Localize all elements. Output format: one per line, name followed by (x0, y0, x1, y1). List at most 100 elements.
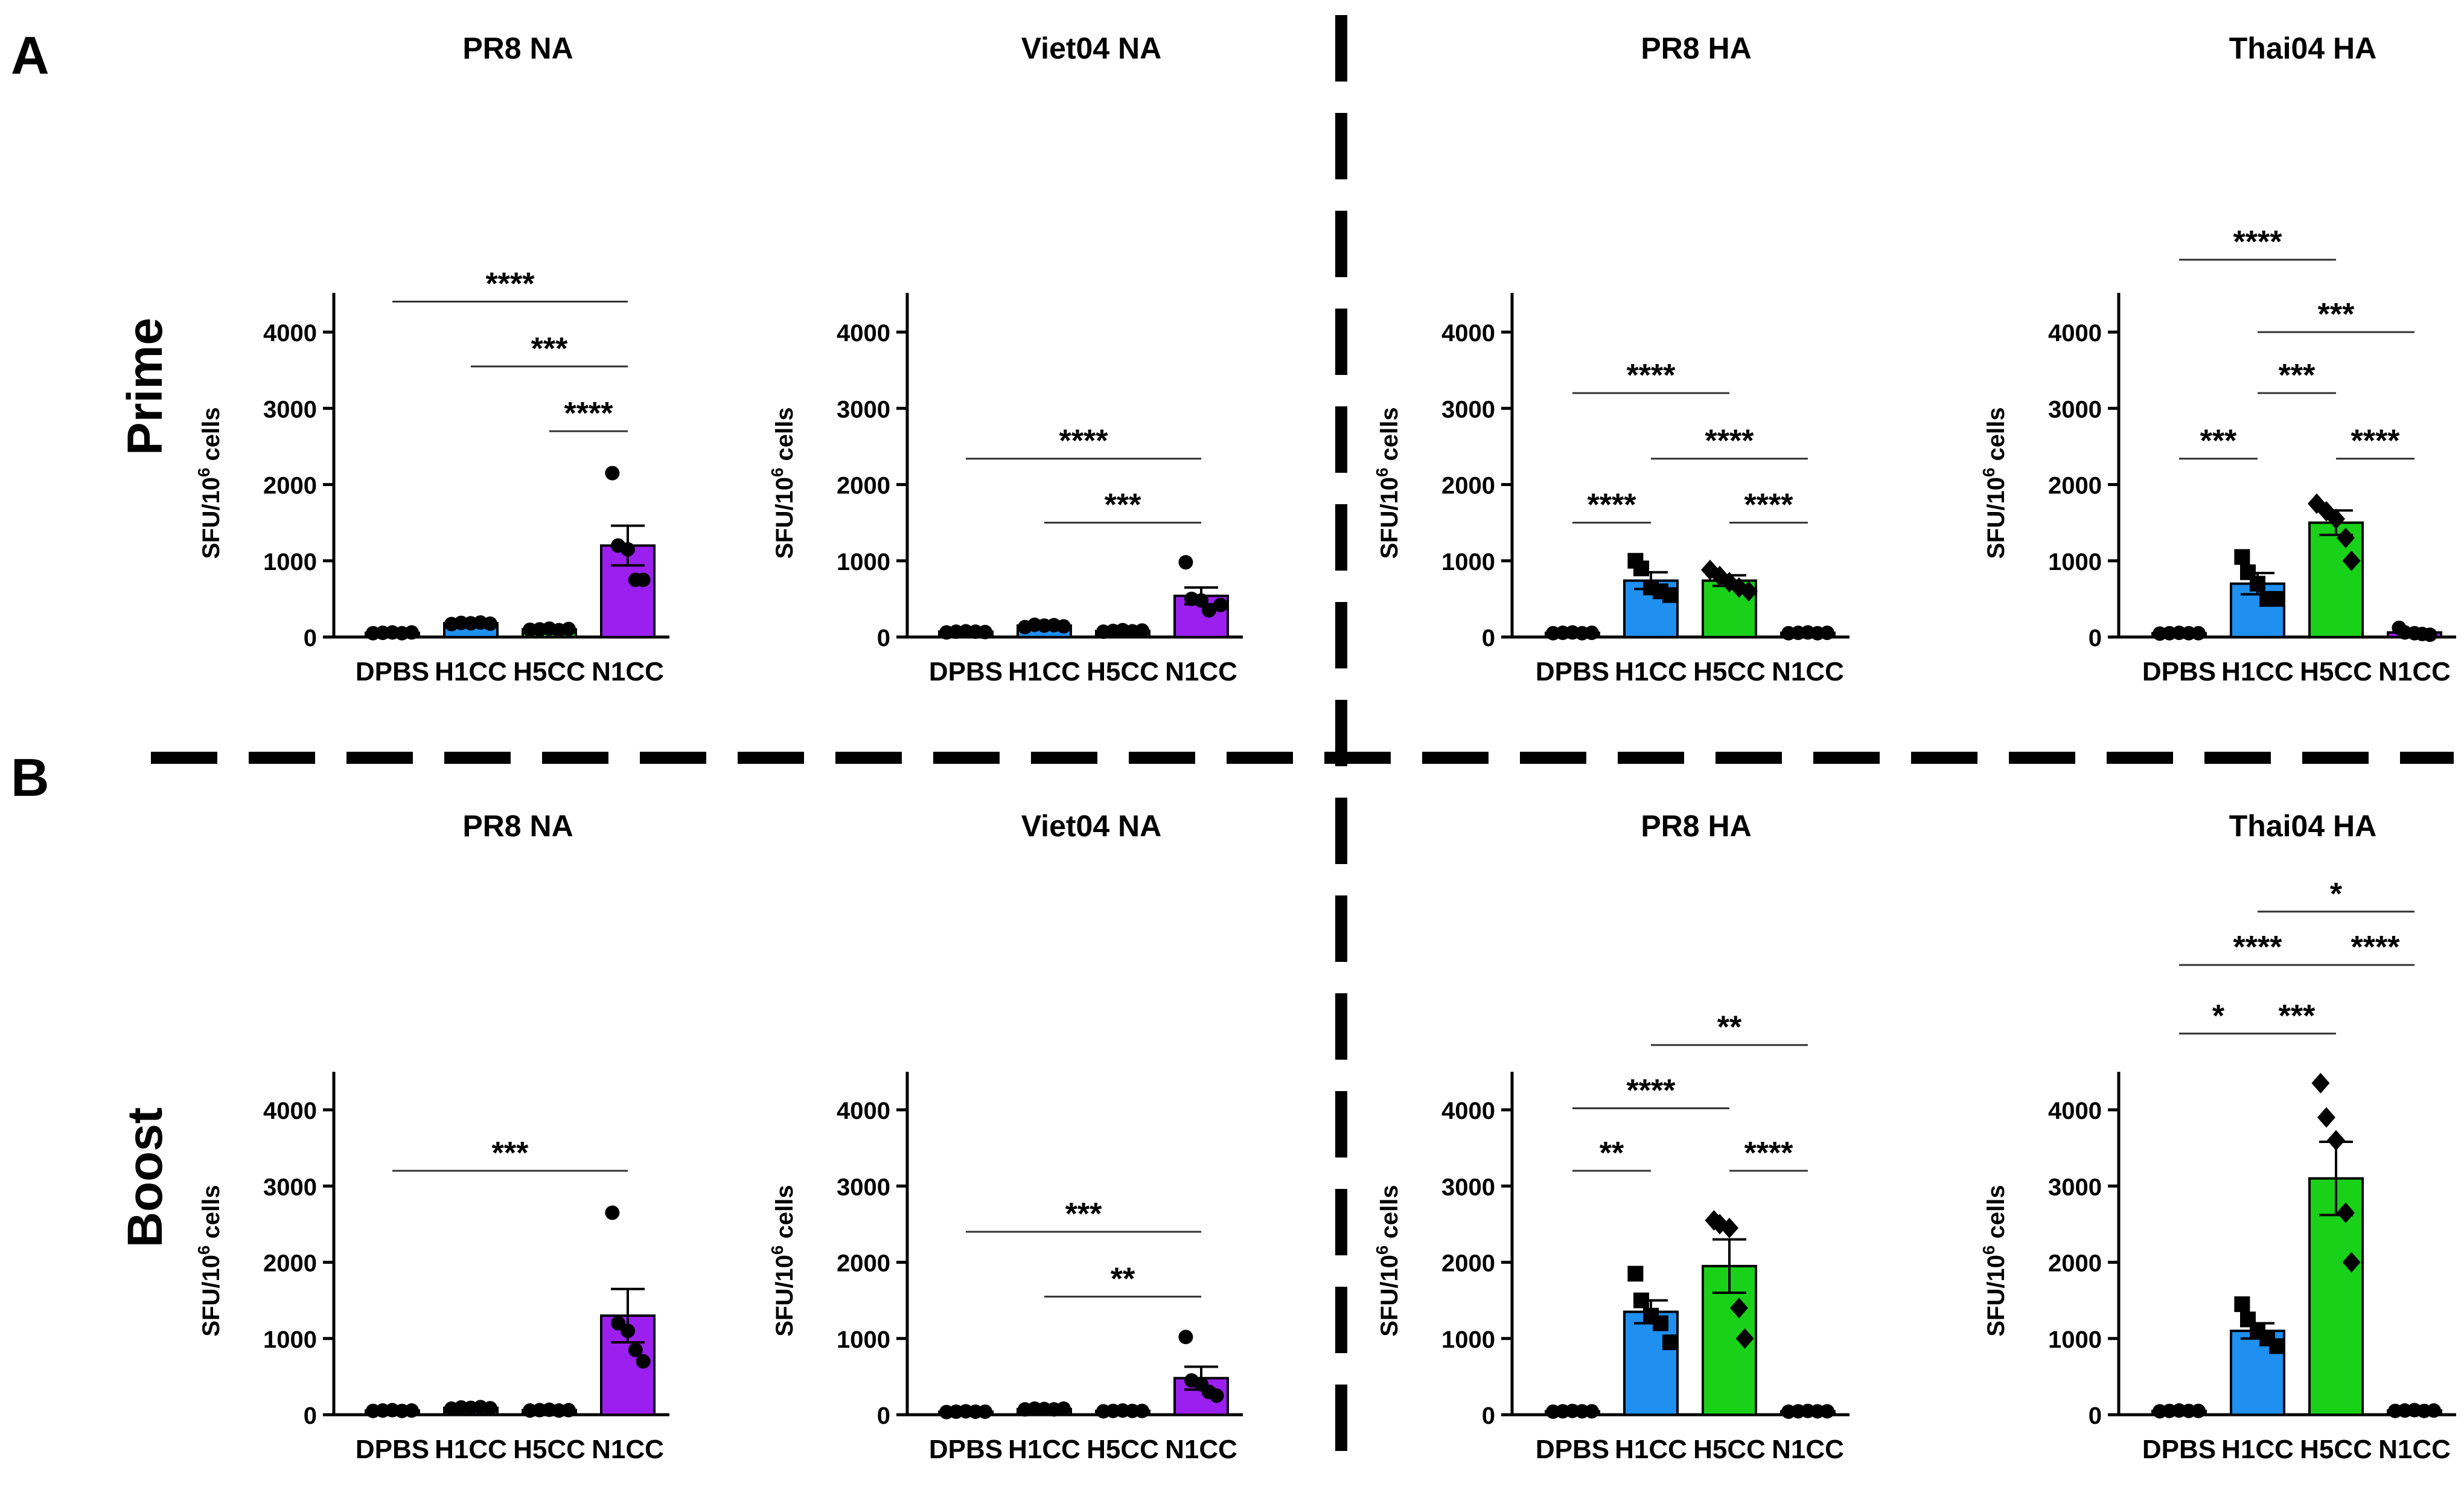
y-tick-label: 4000 (2048, 320, 2102, 347)
data-point-n1cc (1820, 1404, 1834, 1419)
x-tick-label-n1cc: N1CC (1772, 1435, 1844, 1464)
data-point-h1cc (2269, 1338, 2285, 1354)
significance-label: **** (486, 267, 535, 302)
data-point-n1cc (636, 572, 651, 588)
y-axis-label-rest: cells (1983, 407, 2009, 467)
y-axis-label-base: SFU/10 (1376, 477, 1403, 559)
x-tick-label-dpbs: DPBS (1536, 657, 1609, 687)
data-point-h1cc (1653, 1315, 1668, 1331)
x-tick-label-h5cc: H5CC (2300, 1435, 2372, 1464)
significance-label: **** (1705, 424, 1755, 459)
y-tick-label: 4000 (263, 1098, 317, 1124)
y-tick-label: 2000 (837, 473, 890, 499)
y-tick-label: 4000 (263, 320, 317, 347)
data-point-n1cc (1178, 555, 1193, 570)
y-tick-label: 2000 (263, 473, 317, 499)
data-point-h5cc (561, 621, 576, 636)
data-point-h5cc (2337, 527, 2355, 548)
data-point-h1cc (2234, 1296, 2250, 1312)
y-tick-label: 0 (2089, 1403, 2102, 1429)
plot-boost-pr8-na: PR8 NA SFU/106 cells 0 1000 2000 3000 4000 DPBS… (194, 809, 669, 1464)
x-tick-label-dpbs: DPBS (356, 1435, 429, 1464)
y-tick-label: 0 (877, 625, 890, 652)
significance-label: *** (2279, 358, 2316, 393)
data-point-h5cc (561, 1403, 576, 1418)
x-tick-label-dpbs: DPBS (929, 1435, 1003, 1464)
y-tick-label: 3000 (2048, 396, 2102, 423)
x-tick-label-h5cc: H5CC (513, 657, 586, 687)
data-point-h1cc (1633, 1292, 1649, 1308)
data-point-h1cc (1056, 1401, 1071, 1416)
data-point-h1cc (483, 1401, 497, 1416)
y-tick-label: 1000 (837, 1327, 890, 1353)
y-tick-label: 3000 (1441, 396, 1495, 423)
plot-title: Thai04 HA (2229, 31, 2377, 65)
row-label-prime: Prime (118, 318, 173, 455)
y-tick-label: 4000 (837, 1098, 890, 1124)
significance-label: ** (1717, 1010, 1742, 1045)
y-tick-label: 1000 (2048, 549, 2102, 575)
data-point-h1cc (1633, 560, 1649, 577)
y-axis-label: SFU/106 cells (768, 407, 798, 559)
y-tick-label: 3000 (2048, 1174, 2102, 1200)
y-tick-label: 1000 (837, 549, 890, 575)
significance-label: **** (2351, 424, 2401, 459)
significance-label: **** (1744, 488, 1794, 523)
significance-label: **** (1744, 1136, 1794, 1171)
y-tick-label: 3000 (837, 1174, 890, 1200)
significance-label: *** (2318, 297, 2355, 332)
x-tick-label-n1cc: N1CC (2378, 1435, 2451, 1464)
plot-title: PR8 HA (1641, 809, 1751, 843)
bar-h1cc (1623, 1310, 1679, 1416)
y-tick-label: 4000 (837, 320, 890, 347)
data-point-n1cc (605, 1205, 620, 1220)
plot-boost-thai04-ha: Thai04 HA SFU/106 cells 0 1000 2000 3000 4000 D… (1979, 809, 2456, 1464)
plot-title: Viet04 NA (1021, 31, 1162, 65)
significance-label: **** (2351, 930, 2401, 965)
data-point-h5cc (2337, 1202, 2355, 1223)
data-point-h5cc (1730, 1298, 1748, 1319)
x-tick-label-h1cc: H1CC (435, 657, 507, 687)
y-tick-label: 1000 (1441, 549, 1495, 575)
y-tick-label: 2000 (1441, 473, 1495, 499)
plot-prime-pr8-ha: PR8 HA SFU/106 cells 0 1000 2000 3000 4000 DPBS… (1373, 31, 1850, 687)
x-tick-label-h5cc: H5CC (1693, 657, 1766, 687)
data-point-h5cc (2317, 1107, 2335, 1128)
y-axis-label: SFU/106 cells (768, 1185, 798, 1336)
significance-label: *** (2200, 424, 2237, 459)
y-axis-label-rest: cells (1376, 1185, 1403, 1245)
significance-label: *** (1065, 1197, 1102, 1232)
y-axis-label-exponent: 6 (768, 1245, 787, 1255)
data-point-n1cc (2422, 627, 2437, 642)
y-tick-label: 0 (304, 625, 317, 652)
significance-label: **** (1627, 1073, 1676, 1108)
data-point-n1cc (1820, 626, 1834, 641)
data-point-dpbs (404, 625, 419, 640)
y-tick-label: 0 (1482, 1403, 1495, 1429)
data-point-dpbs (978, 1404, 992, 1419)
y-tick-label: 4000 (1441, 1098, 1495, 1124)
y-tick-label: 2000 (2048, 473, 2102, 499)
data-point-h5cc (2327, 508, 2345, 530)
significance-label: **** (1588, 488, 1637, 523)
panel-label-b: B (11, 748, 49, 807)
significance-label: *** (2279, 999, 2316, 1034)
y-tick-label: 1000 (2048, 1327, 2102, 1353)
y-tick-label: 4000 (2048, 1098, 2102, 1124)
x-tick-label-h1cc: H1CC (2221, 657, 2294, 687)
data-point-h1cc (2250, 575, 2265, 592)
y-axis-label-base: SFU/10 (1983, 1255, 2009, 1337)
x-tick-label-h1cc: H1CC (435, 1435, 507, 1464)
data-point-n1cc (1194, 593, 1208, 608)
significance-label: *** (531, 331, 568, 367)
y-tick-label: 2000 (263, 1250, 317, 1277)
significance-label: ** (1111, 1261, 1135, 1296)
y-axis-label-rest: cells (1376, 407, 1403, 467)
significance-label: **** (2233, 225, 2283, 260)
y-axis-label-base: SFU/10 (198, 1255, 225, 1337)
y-axis-label-rest: cells (198, 1185, 225, 1245)
plot-boost-pr8-ha: PR8 HA SFU/106 cells 0 1000 2000 3000 4000 DPBS… (1373, 809, 1850, 1464)
y-axis-label-exponent: 6 (194, 467, 213, 477)
x-tick-label-h1cc: H1CC (1615, 1435, 1687, 1464)
